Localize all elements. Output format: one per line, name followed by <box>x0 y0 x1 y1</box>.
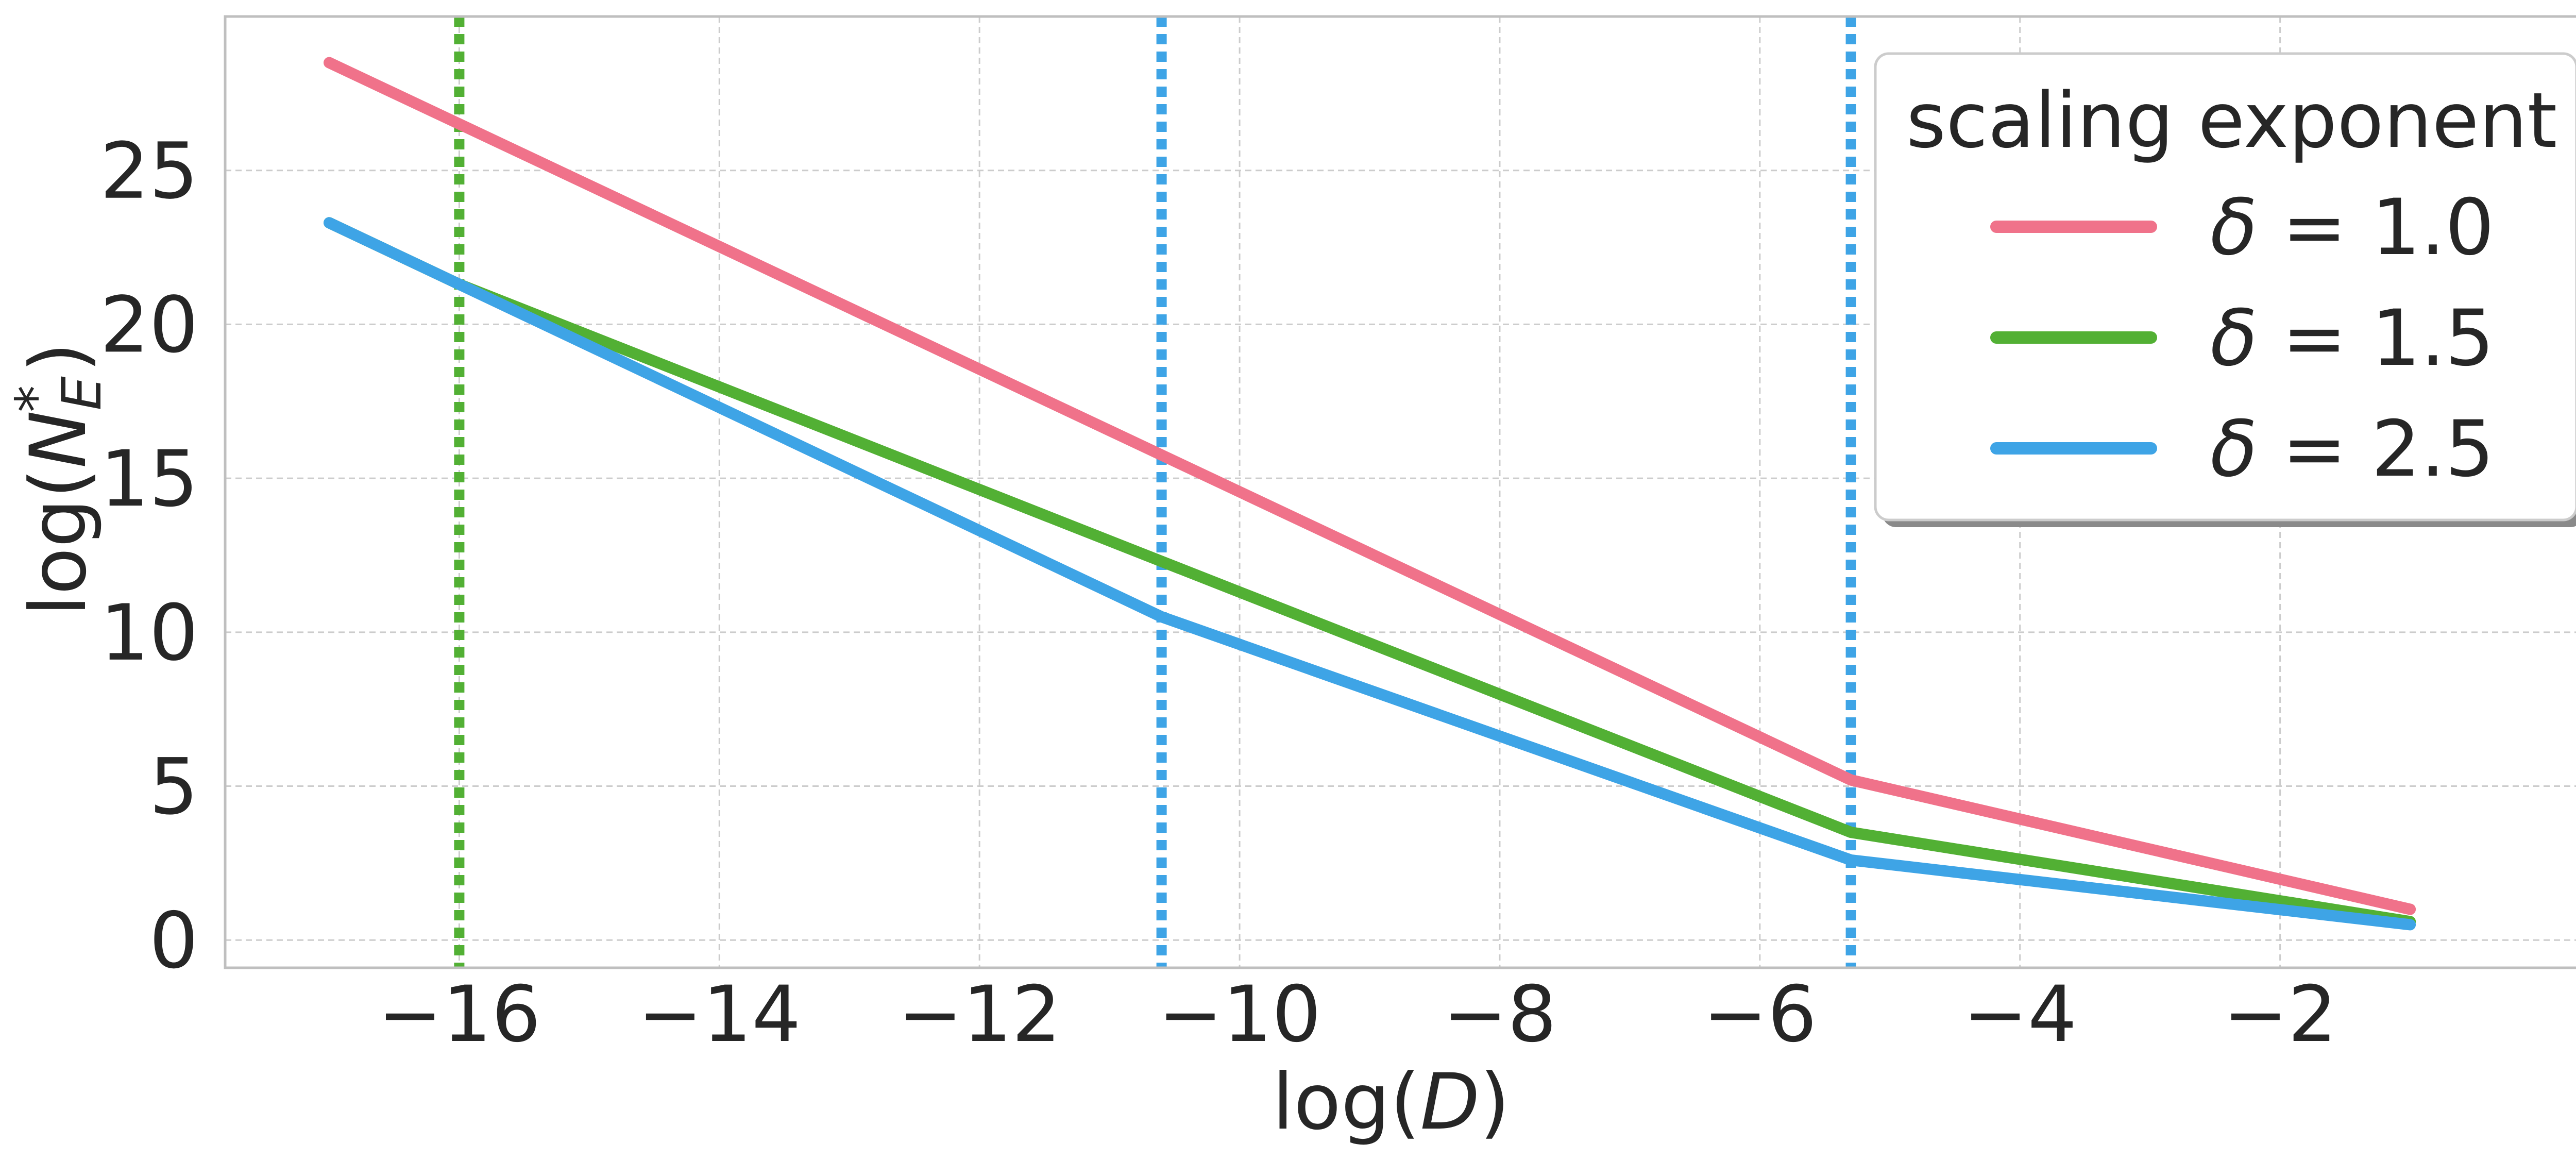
y-tick-label: 0 <box>149 896 198 986</box>
y-tick-label: 20 <box>100 280 198 370</box>
y-tick-label: 25 <box>100 127 198 216</box>
x-tick-label: −8 <box>1443 970 1556 1060</box>
legend-label: δ = 1.5 <box>2210 294 2494 383</box>
y-tick-label: 10 <box>100 589 198 678</box>
x-tick-label: −12 <box>898 970 1061 1060</box>
x-tick-label: −6 <box>1703 970 1817 1060</box>
x-tick-label: −14 <box>638 970 801 1060</box>
y-tick-label: 5 <box>149 743 198 832</box>
x-tick-label: −4 <box>1963 970 2077 1060</box>
y-axis-ticks: 0 5 10 15 20 25 <box>100 127 198 986</box>
legend-box <box>1874 52 2576 522</box>
x-axis-ticks: −16 −14 −12 −10 −8 −6 −4 −2 <box>378 970 2337 1060</box>
y-axis-label: log(NE*) <box>4 342 113 616</box>
legend-label: δ = 1.0 <box>2210 183 2494 273</box>
series-lines <box>324 57 2416 931</box>
y-tick-label: 15 <box>100 434 198 524</box>
series-line-3 <box>324 217 2416 931</box>
series-line-1 <box>324 57 2416 915</box>
legend: scaling exponent δ δ = 1.0 δ = 1.5 δ = 2.5 <box>1874 52 2576 527</box>
vertical-reference-lines <box>454 16 1856 968</box>
x-tick-label: −10 <box>1158 970 1321 1060</box>
legend-label: δ = 2.5 <box>2210 405 2494 494</box>
x-tick-label: −16 <box>378 970 541 1060</box>
plot-frame <box>224 15 2576 969</box>
x-axis-label: log(D) <box>1272 1057 1510 1147</box>
legend-title: scaling exponent δ <box>1906 76 2576 165</box>
legend-entries: δ = 1.0 δ = 1.5 δ = 2.5 <box>1990 183 2494 494</box>
x-tick-label: −2 <box>2223 970 2337 1060</box>
